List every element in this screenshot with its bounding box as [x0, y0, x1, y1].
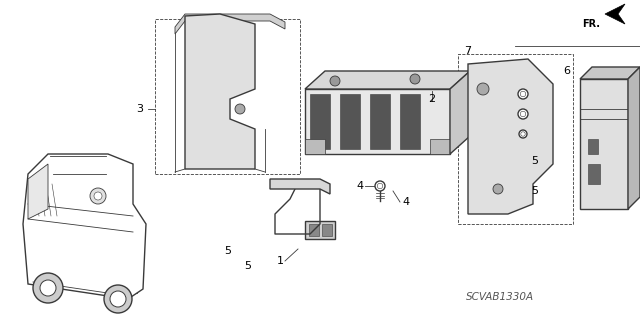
Circle shape: [519, 130, 527, 138]
Bar: [322, 224, 332, 236]
Text: 4: 4: [403, 197, 410, 207]
Polygon shape: [270, 179, 330, 194]
Circle shape: [493, 184, 503, 194]
Circle shape: [216, 120, 224, 128]
Bar: [305, 221, 335, 239]
Text: 4: 4: [356, 181, 364, 191]
Circle shape: [518, 109, 528, 119]
Circle shape: [238, 137, 242, 141]
Text: 3: 3: [136, 104, 143, 114]
Polygon shape: [185, 14, 255, 169]
Circle shape: [40, 280, 56, 296]
Bar: [458, 54, 573, 224]
Text: 5: 5: [531, 156, 538, 166]
Text: SCVAB1330A: SCVAB1330A: [466, 292, 534, 302]
Circle shape: [90, 188, 106, 204]
Text: 2: 2: [428, 94, 436, 104]
Bar: [305, 89, 450, 154]
Bar: [309, 224, 319, 236]
Circle shape: [410, 74, 420, 84]
Polygon shape: [28, 164, 48, 219]
Circle shape: [94, 192, 102, 200]
Polygon shape: [468, 59, 553, 214]
Polygon shape: [175, 14, 285, 34]
Text: 6: 6: [563, 66, 570, 76]
Circle shape: [477, 83, 489, 95]
Circle shape: [236, 135, 244, 143]
Circle shape: [195, 29, 205, 39]
Bar: [370, 94, 390, 149]
Polygon shape: [580, 67, 640, 79]
Bar: [588, 139, 598, 154]
Circle shape: [104, 285, 132, 313]
Bar: [340, 94, 360, 149]
Circle shape: [330, 76, 340, 86]
Bar: [580, 79, 628, 209]
Circle shape: [518, 89, 528, 99]
Bar: [305, 139, 325, 154]
Text: FR.: FR.: [582, 19, 600, 29]
Bar: [588, 164, 600, 184]
Circle shape: [377, 183, 383, 189]
Polygon shape: [305, 71, 470, 89]
Circle shape: [218, 122, 222, 126]
Polygon shape: [605, 4, 625, 24]
Circle shape: [520, 111, 525, 117]
Text: 1: 1: [276, 256, 284, 266]
Bar: [310, 94, 330, 149]
Text: 5: 5: [531, 186, 538, 196]
Polygon shape: [23, 154, 146, 299]
Bar: [430, 139, 450, 154]
Circle shape: [375, 181, 385, 191]
Circle shape: [521, 132, 525, 136]
Circle shape: [110, 291, 126, 307]
Text: 7: 7: [465, 46, 472, 56]
Bar: [155, 19, 300, 174]
Circle shape: [520, 91, 525, 97]
Bar: [400, 94, 420, 149]
Polygon shape: [628, 67, 640, 209]
Polygon shape: [450, 71, 470, 154]
Circle shape: [235, 104, 245, 114]
Circle shape: [33, 273, 63, 303]
Text: 5: 5: [225, 246, 232, 256]
Text: 5: 5: [244, 261, 252, 271]
